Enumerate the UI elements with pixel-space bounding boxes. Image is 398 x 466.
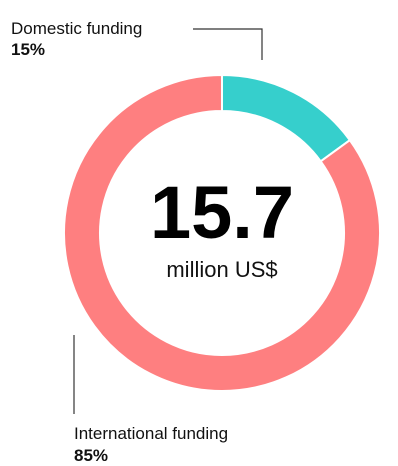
international-funding-slice: [63, 73, 381, 392]
international-percent: 85%: [74, 446, 108, 465]
domestic-funding-slice: [221, 73, 352, 163]
total-value: 15.7: [150, 171, 294, 254]
domestic-percent: 15%: [11, 40, 45, 59]
donut-slices: [63, 73, 381, 392]
domestic-leader-line: [193, 28, 263, 60]
international-label: International funding: [74, 424, 228, 443]
domestic-label: Domestic funding: [11, 19, 142, 38]
total-unit: million US$: [166, 257, 277, 282]
